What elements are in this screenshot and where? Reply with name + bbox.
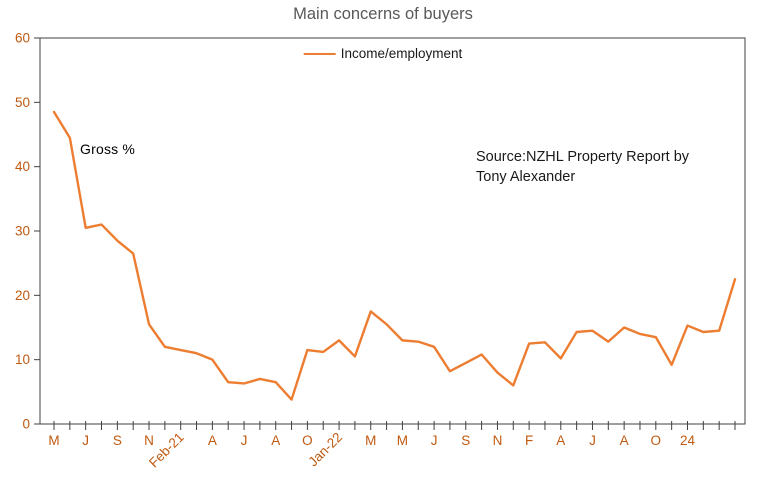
svg-text:24: 24 (680, 433, 696, 448)
svg-text:N: N (144, 433, 154, 448)
source-note-line1: Source:NZHL Property Report by (476, 149, 690, 165)
svg-text:O: O (302, 433, 313, 448)
svg-text:O: O (651, 433, 662, 448)
svg-text:M: M (48, 433, 59, 448)
svg-text:A: A (208, 433, 217, 448)
svg-text:A: A (556, 433, 565, 448)
svg-text:10: 10 (15, 352, 30, 367)
svg-text:J: J (82, 433, 89, 448)
svg-text:50: 50 (15, 95, 30, 110)
plot-border (39, 37, 746, 425)
svg-text:M: M (365, 433, 376, 448)
svg-text:N: N (493, 433, 503, 448)
svg-text:40: 40 (15, 159, 30, 174)
y-axis: 0 10 20 30 40 50 60 (15, 31, 40, 432)
chart-title: Main concerns of buyers (293, 5, 473, 23)
gross-percent-label: Gross % (80, 141, 136, 157)
legend-label: Income/employment (340, 46, 463, 61)
legend-line-swatch-icon (303, 52, 336, 55)
source-note-line2: Tony Alexander (476, 169, 576, 186)
svg-text:A: A (620, 433, 629, 448)
svg-text:J: J (589, 433, 596, 448)
svg-text:F: F (525, 433, 533, 448)
svg-text:20: 20 (15, 288, 30, 303)
svg-text:30: 30 (15, 224, 30, 239)
series-line-income-employment (52, 110, 737, 401)
source-note: Source:NZHL Property Report by Tony Alex… (476, 147, 689, 188)
legend: Income/employment (303, 46, 463, 61)
svg-text:J: J (241, 433, 248, 448)
svg-text:M: M (397, 433, 408, 448)
svg-text:S: S (113, 433, 122, 448)
svg-text:S: S (461, 433, 470, 448)
svg-text:J: J (431, 433, 438, 448)
svg-text:A: A (271, 433, 280, 448)
svg-text:60: 60 (15, 31, 30, 46)
svg-text:0: 0 (22, 417, 30, 432)
